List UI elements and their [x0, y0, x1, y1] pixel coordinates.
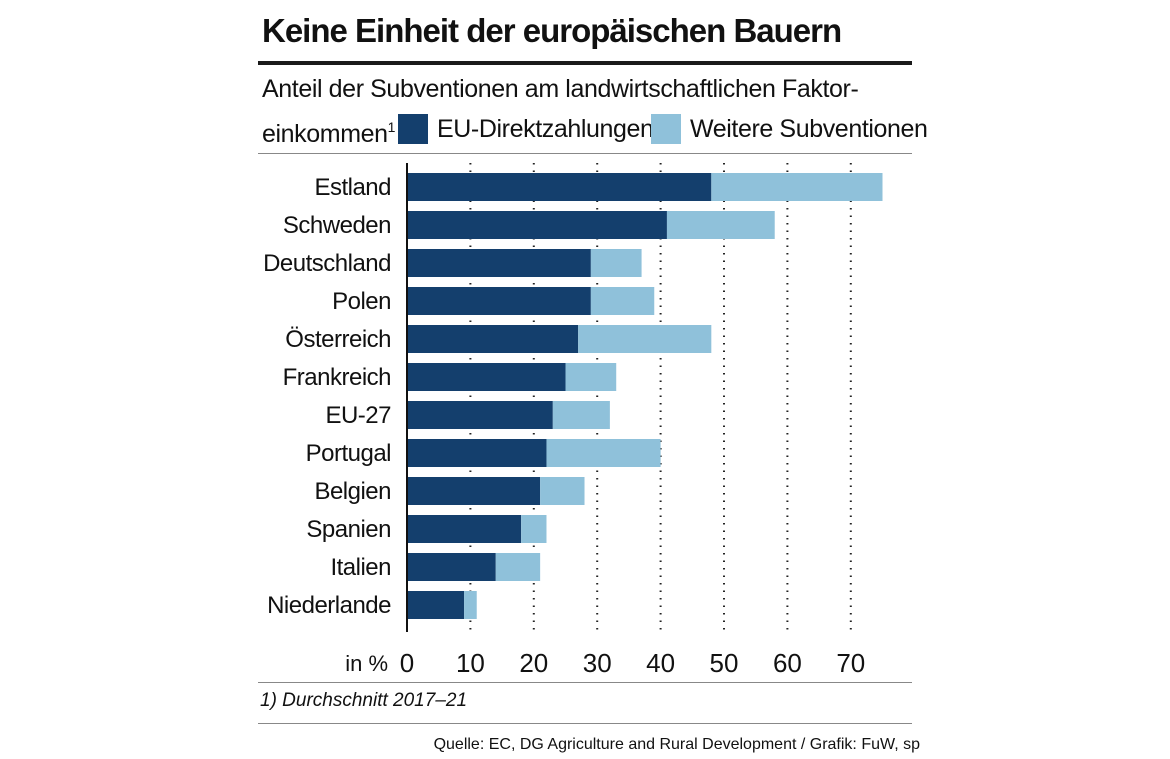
category-label-eu-27: EU-27 [325, 402, 391, 429]
tick-label-30: 30 [583, 648, 612, 678]
bar-spanien-weitere-subventionen [521, 515, 547, 543]
legend-swatch-dark [398, 114, 428, 144]
footnote-rule-top [258, 682, 912, 683]
bar-schweden-weitere-subventionen [666, 211, 775, 239]
category-label-deutschland: Deutschland [263, 250, 391, 277]
bar-niederlande-eu-direktzahlungen [407, 591, 465, 619]
footnote: 1) Durchschnitt 2017–21 [260, 690, 468, 711]
bar-frankreich-eu-direktzahlungen [407, 363, 566, 391]
category-label-belgien: Belgien [314, 478, 391, 505]
category-label-spanien: Spanien [306, 516, 391, 543]
bar-portugal-eu-direktzahlungen [407, 439, 547, 467]
legend-label-eu-direktzahlungen: EU-Direktzahlungen [437, 114, 654, 143]
category-label-niederlande: Niederlande [267, 592, 391, 619]
chart-title: Keine Einheit der europäischen Bauern [262, 12, 842, 49]
bar-polen-weitere-subventionen [590, 287, 655, 315]
chart-subtitle: Anteil der Subventionen am landwirtschaf… [262, 70, 859, 153]
unit-label: in % [345, 651, 388, 676]
source-note: Quelle: EC, DG Agriculture and Rural Dev… [433, 736, 920, 753]
bar-polen-eu-direktzahlungen [407, 287, 591, 315]
tick-label-50: 50 [710, 648, 739, 678]
tick-label-70: 70 [836, 648, 865, 678]
bar-osterreich-weitere-subventionen [578, 325, 712, 353]
footnote-rule-bottom [258, 723, 912, 724]
bar-eu-27-eu-direktzahlungen [407, 401, 553, 429]
tick-label-20: 20 [519, 648, 548, 678]
subtitle-line-2-text: einkommen [262, 120, 388, 148]
category-label-italien: Italien [330, 554, 391, 581]
bar-niederlande-weitere-subventionen [464, 591, 477, 619]
category-label-estland: Estland [314, 174, 391, 201]
bar-estland-eu-direktzahlungen [407, 173, 712, 201]
bar-frankreich-weitere-subventionen [565, 363, 617, 391]
bar-deutschland-weitere-subventionen [590, 249, 642, 277]
tick-label-40: 40 [646, 648, 675, 678]
bar-italien-eu-direktzahlungen [407, 553, 496, 581]
bar-eu-27-weitere-subventionen [552, 401, 610, 429]
tick-label-60: 60 [773, 648, 802, 678]
legend-item-weitere-subventionen: Weitere Subventionen [651, 114, 928, 144]
legend-swatch-light [651, 114, 681, 144]
category-label-schweden: Schweden [283, 212, 391, 239]
legend-item-eu-direktzahlungen: EU-Direktzahlungen [398, 114, 654, 144]
tick-label-10: 10 [456, 648, 485, 678]
bar-italien-weitere-subventionen [495, 553, 541, 581]
legend-label-weitere-subventionen: Weitere Subventionen [690, 114, 928, 143]
subtitle-line-2: einkommen1 [262, 108, 858, 153]
bar-belgien-weitere-subventionen [540, 477, 585, 505]
bar-spanien-eu-direktzahlungen [407, 515, 522, 543]
legend-rule [258, 153, 912, 154]
subtitle-line-1: Anteil der Subventionen am landwirtschaf… [262, 75, 859, 103]
bar-portugal-weitere-subventionen [546, 439, 661, 467]
category-label-frankreich: Frankreich [283, 364, 391, 391]
bar-belgien-eu-direktzahlungen [407, 477, 541, 505]
footnote-marker: 1 [387, 119, 396, 135]
bar-deutschland-eu-direktzahlungen [407, 249, 591, 277]
tick-label-0: 0 [400, 648, 414, 678]
bar-osterreich-eu-direktzahlungen [407, 325, 579, 353]
category-label-osterreich: Österreich [285, 326, 391, 353]
bar-schweden-eu-direktzahlungen [407, 211, 667, 239]
category-label-polen: Polen [332, 288, 391, 315]
bar-estland-weitere-subventionen [711, 173, 883, 201]
title-rule [258, 61, 912, 65]
category-label-portugal: Portugal [306, 440, 391, 467]
